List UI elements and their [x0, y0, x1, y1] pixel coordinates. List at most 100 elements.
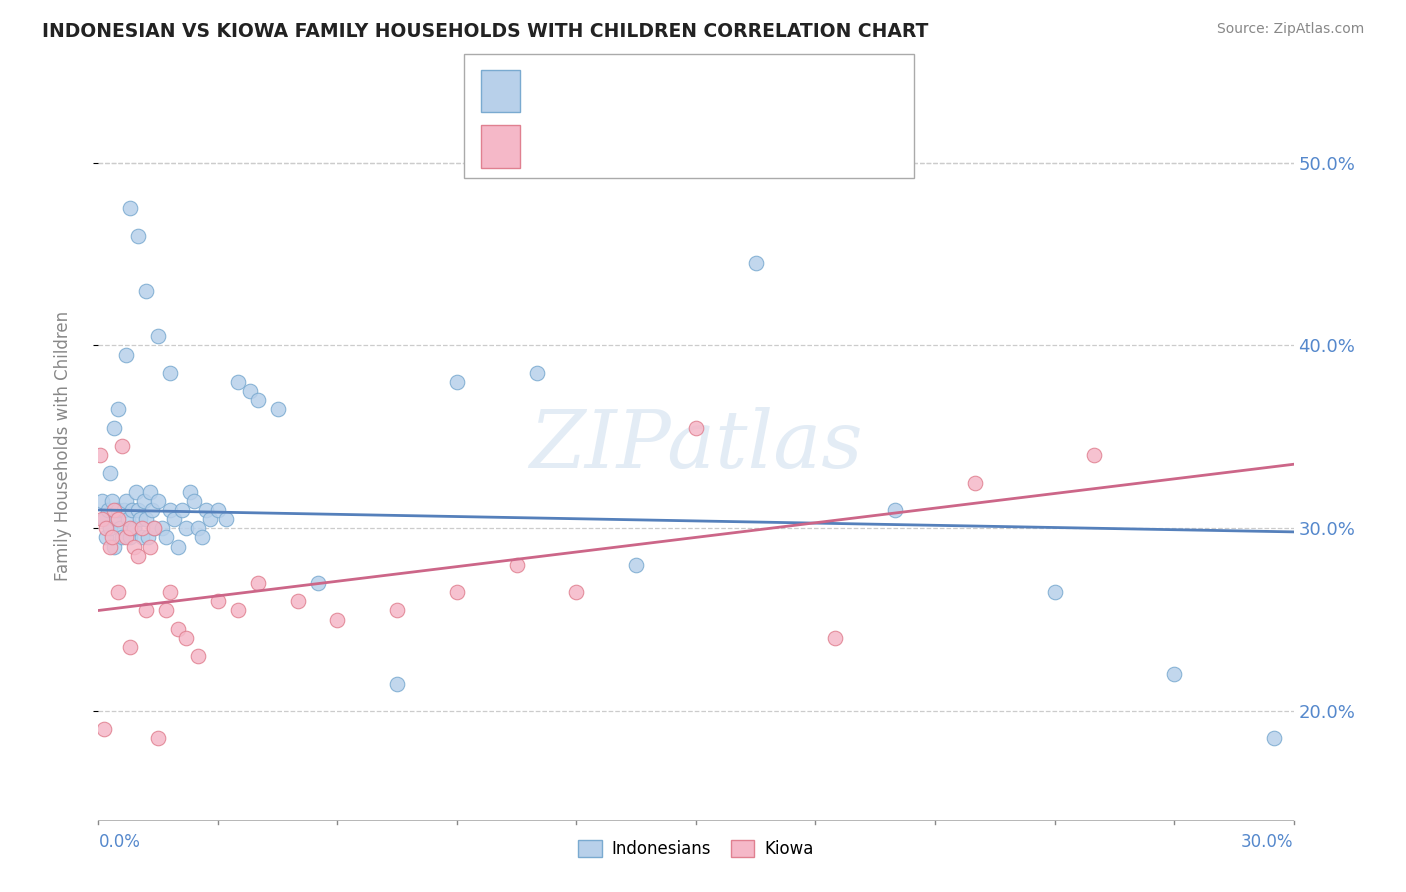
Point [115, 530, 138, 544]
Point [187, 649, 209, 664]
Point [134, 493, 156, 508]
Point [287, 594, 309, 608]
Point [103, 503, 125, 517]
Point [163, 512, 186, 526]
Legend: Indonesians, Kiowa: Indonesians, Kiowa [571, 833, 821, 864]
Point [103, 540, 125, 554]
Text: Source: ZipAtlas.com: Source: ZipAtlas.com [1216, 22, 1364, 37]
Point [98, 521, 122, 535]
Point [150, 521, 173, 535]
Point [120, 521, 142, 535]
Point [124, 521, 146, 535]
Point [191, 530, 214, 544]
Point [107, 402, 129, 417]
Text: ZIPatlas: ZIPatlas [529, 408, 863, 484]
Point [129, 512, 152, 526]
Point [385, 603, 409, 617]
Point [1163, 667, 1185, 681]
Point [135, 512, 157, 526]
Text: R =: R = [537, 137, 592, 155]
Point [96, 521, 118, 535]
Point [195, 503, 218, 517]
Point [148, 329, 170, 343]
Point [506, 558, 529, 572]
Point [131, 521, 153, 535]
Point [107, 503, 129, 517]
Point [198, 512, 221, 526]
Point [139, 484, 162, 499]
Point [1083, 448, 1105, 462]
Point [98, 540, 122, 554]
Text: N =: N = [672, 137, 716, 155]
Point [135, 284, 157, 298]
Point [159, 366, 181, 380]
Point [172, 503, 194, 517]
Text: R =: R = [537, 80, 581, 98]
Point [111, 439, 134, 453]
Point [246, 576, 269, 591]
Point [246, 393, 269, 408]
Point [159, 585, 181, 599]
Point [155, 603, 177, 617]
Point [385, 676, 409, 690]
Point [107, 585, 129, 599]
Point [110, 521, 132, 535]
Point [127, 503, 149, 517]
Point [120, 640, 142, 654]
Point [179, 484, 201, 499]
Point [115, 493, 138, 508]
Point [107, 512, 129, 526]
Point [565, 585, 588, 599]
Point [143, 521, 166, 535]
Point [135, 603, 157, 617]
Point [141, 503, 163, 517]
Point [155, 530, 177, 544]
Point [131, 530, 153, 544]
Point [174, 631, 197, 645]
Point [117, 512, 139, 526]
Point [226, 603, 249, 617]
Point [1263, 731, 1285, 746]
Point [120, 530, 142, 544]
Point [101, 530, 124, 544]
Point [112, 503, 135, 517]
Text: -0.050: -0.050 [585, 80, 650, 98]
Text: N =: N = [672, 80, 716, 98]
Point [124, 540, 146, 554]
Point [963, 475, 986, 490]
Point [101, 493, 124, 508]
Point [183, 493, 205, 508]
Point [148, 493, 170, 508]
Text: 30.0%: 30.0% [1241, 833, 1294, 852]
Point [111, 530, 134, 544]
Point [91, 512, 114, 526]
Point [91, 493, 114, 508]
Point [526, 366, 548, 380]
Text: 0.0%: 0.0% [98, 833, 141, 852]
Point [326, 613, 349, 627]
Point [93, 512, 115, 526]
Point [626, 558, 648, 572]
Point [745, 256, 768, 270]
Point [685, 421, 707, 435]
Point [125, 484, 148, 499]
Point [127, 228, 149, 243]
Point [105, 512, 128, 526]
Point [226, 375, 249, 389]
Point [121, 503, 143, 517]
Point [93, 723, 115, 737]
Point [207, 503, 229, 517]
Point [167, 622, 190, 636]
Point [239, 384, 262, 399]
Point [446, 375, 468, 389]
Point [139, 540, 162, 554]
Text: 66: 66 [720, 80, 741, 98]
Text: 38: 38 [720, 137, 741, 155]
Point [115, 348, 138, 362]
Point [136, 530, 159, 544]
Point [97, 503, 120, 517]
Point [174, 521, 197, 535]
Y-axis label: Family Households with Children: Family Households with Children [53, 311, 72, 581]
Point [89, 448, 111, 462]
Point [98, 467, 122, 481]
